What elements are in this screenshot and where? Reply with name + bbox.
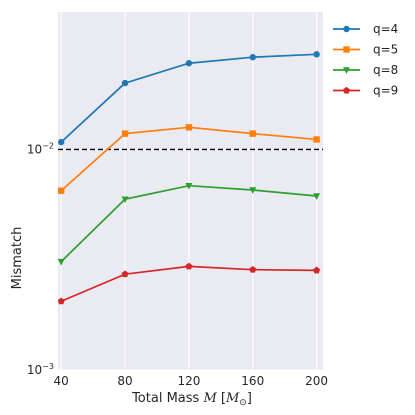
x-axis-label-main: Total Mass — [131, 391, 199, 406]
point-pentagon — [313, 266, 321, 274]
point-square — [343, 46, 350, 53]
series-q9 — [57, 262, 321, 305]
x-axis-label-var: M — [202, 391, 217, 406]
point-triangle — [313, 193, 321, 200]
point-circle — [249, 54, 256, 61]
point-circle — [57, 138, 65, 146]
point-pentagon — [57, 297, 65, 305]
point-pentagon — [249, 266, 257, 273]
y-tick-exponent: −3 — [42, 362, 54, 371]
legend-item-q5: q=5 — [333, 43, 398, 57]
x-axis-label: Total Mass M [M⊙] — [131, 391, 252, 408]
series-q4 — [57, 51, 320, 146]
legend-label: q=5 — [373, 43, 398, 57]
y-axis-label: Mismatch — [10, 227, 25, 290]
x-axis-label-unit-open: [ — [221, 391, 226, 406]
point-pentagon — [121, 270, 129, 278]
point-square — [57, 187, 65, 194]
legend-item-q9: q=9 — [333, 84, 398, 98]
y-tick-base: 10 — [27, 363, 42, 377]
x-tick-labels: 40 80 120 160 200 — [54, 374, 329, 388]
point-triangle — [57, 258, 65, 266]
point-circle — [313, 51, 320, 58]
legend: q=4 q=5 q=8 q=9 — [333, 22, 398, 98]
y-tick-labels: 10−310−2 — [27, 141, 54, 377]
legend-item-q8: q=8 — [333, 63, 398, 77]
series-q8 — [57, 182, 321, 266]
series-q5 — [57, 124, 320, 194]
point-triangle — [249, 187, 257, 194]
point-circle — [121, 79, 129, 87]
series-layer — [57, 51, 321, 305]
x-tick-label: 40 — [54, 374, 69, 388]
legend-label: q=8 — [373, 63, 398, 77]
legend-label: q=4 — [373, 22, 398, 36]
x-tick-label: 80 — [117, 374, 132, 388]
y-tick-label: 10−3 — [27, 362, 54, 377]
x-tick-label: 120 — [177, 374, 200, 388]
point-square — [121, 130, 129, 137]
point-triangle — [342, 67, 351, 74]
point-pentagon — [343, 86, 350, 94]
plot-background — [58, 12, 323, 370]
x-axis-label-unit-close: ] — [247, 391, 252, 406]
point-circle — [185, 60, 193, 67]
point-square — [313, 136, 320, 143]
point-circle — [343, 25, 350, 33]
y-tick-base: 10 — [27, 142, 42, 156]
point-square — [185, 124, 193, 131]
x-tick-label: 160 — [241, 374, 264, 388]
legend-label: q=9 — [373, 84, 398, 98]
x-axis-label-unit-base: M — [225, 391, 240, 406]
point-triangle — [121, 196, 129, 204]
y-tick-label: 10−2 — [27, 141, 54, 156]
point-square — [249, 130, 256, 137]
point-pentagon — [185, 262, 193, 270]
y-tick-exponent: −2 — [42, 141, 54, 150]
point-triangle — [185, 182, 193, 190]
legend-item-q4: q=4 — [333, 22, 398, 36]
x-axis-label-unit-sub: ⊙ — [239, 398, 247, 408]
x-tick-label: 200 — [305, 374, 328, 388]
